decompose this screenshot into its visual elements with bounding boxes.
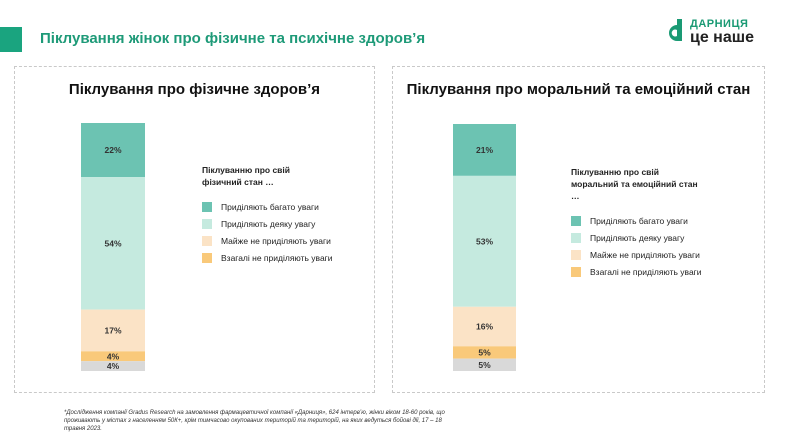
logo-brand-text: ДАРНИЦЯ — [690, 18, 749, 30]
logo-slogan-text: це наше — [690, 29, 754, 46]
darnytsia-logo: ДАРНИЦЯ це наше — [663, 17, 767, 47]
mental-health-stacked-bar: 21% 53% 16% 5% 5% — [453, 124, 516, 371]
segment-some-attention-label: 53% — [476, 236, 493, 246]
physical-health-legend-title: Піклуванню про свій фізичний стан … — [202, 165, 290, 187]
physical-health-stacked-bar: 22% 54% 17% 4%4% — [81, 123, 145, 371]
segment-almost-no-attention-label: 16% — [476, 322, 493, 332]
legend-swatch — [202, 201, 212, 212]
legend-label: Взагалі не приділяють уваги — [590, 266, 702, 277]
logo-mark-icon — [669, 19, 682, 41]
legend-item-almost-no-attention: Майже не приділяють уваги — [571, 246, 702, 263]
physical-health-title: Піклування про фізичне здоров’я — [68, 81, 321, 98]
legend-label: Майже не приділяють уваги — [590, 249, 700, 260]
segment-much-attention-bar — [453, 124, 516, 176]
legend-item-some-attention: Приділяють деяку увагу — [571, 229, 702, 246]
mental-health-legend: Піклуванню про свій моральний та емоційн… — [571, 166, 702, 280]
legend-swatch — [202, 218, 212, 229]
legend-label: Приділяють деяку увагу — [221, 218, 316, 229]
segment-some-attention-bar — [81, 177, 145, 310]
legend-label: Взагалі не приділяють уваги — [221, 252, 333, 263]
segment-no-attention-label: 5% — [478, 347, 491, 357]
page-title: Піклування жінок про фізичне та психічне… — [40, 30, 426, 47]
legend-swatch — [571, 215, 581, 226]
legend-item-some-attention: Приділяють деяку увагу — [202, 215, 333, 232]
mental-health-panel: Піклування про моральний та емоційний ст… — [392, 66, 765, 393]
legend-label: Майже не приділяють уваги — [221, 235, 331, 246]
legend-item-much-attention: Приділяють багато уваги — [202, 198, 333, 215]
footnote: *Дослідження компанії Gradus Research на… — [64, 410, 445, 432]
segment-much-attention-label: 22% — [104, 145, 121, 155]
segment-much-attention-bar — [81, 123, 145, 178]
segment-much-attention-label: 21% — [476, 145, 493, 155]
segment-no-attention-bar — [81, 351, 145, 362]
segment-no-attention-bar — [453, 346, 516, 359]
segment-almost-no-attention-bar — [453, 306, 516, 347]
segment-other-bar — [81, 361, 145, 371]
legend-label: Приділяють багато уваги — [221, 201, 319, 212]
physical-health-legend: Піклуванню про свій фізичний стан … Прид… — [202, 164, 333, 266]
mental-health-legend-title: Піклуванню про свій моральний та емоційн… — [571, 167, 698, 201]
legend-swatch — [571, 232, 581, 243]
segment-other-label: 5% — [478, 360, 491, 370]
mental-health-title: Піклування про моральний та емоційний ст… — [406, 81, 751, 98]
legend-swatch — [202, 252, 212, 263]
physical-health-panel: Піклування про фізичне здоров’я 22% 54% 17… — [14, 66, 375, 393]
segment-other-label: 4% — [107, 361, 120, 371]
legend-label: Приділяють деяку увагу — [590, 232, 685, 243]
title-accent-bar — [0, 27, 22, 52]
segment-almost-no-attention-label: 17% — [104, 325, 121, 335]
legend-item-no-attention: Взагалі не приділяють уваги — [202, 249, 333, 266]
segment-no-attention-label: 4% — [107, 351, 120, 361]
legend-label: Приділяють багато уваги — [590, 215, 688, 226]
segment-some-attention-bar — [453, 175, 516, 307]
segment-some-attention-label: 54% — [104, 238, 121, 248]
legend-swatch — [202, 235, 212, 246]
legend-item-much-attention: Приділяють багато уваги — [571, 212, 702, 229]
legend-swatch — [571, 249, 581, 260]
legend-swatch — [571, 266, 581, 277]
segment-other-bar — [453, 358, 516, 371]
segment-almost-no-attention-bar — [81, 309, 145, 352]
legend-item-no-attention: Взагалі не приділяють уваги — [571, 263, 702, 280]
legend-item-almost-no-attention: Майже не приділяють уваги — [202, 232, 333, 249]
